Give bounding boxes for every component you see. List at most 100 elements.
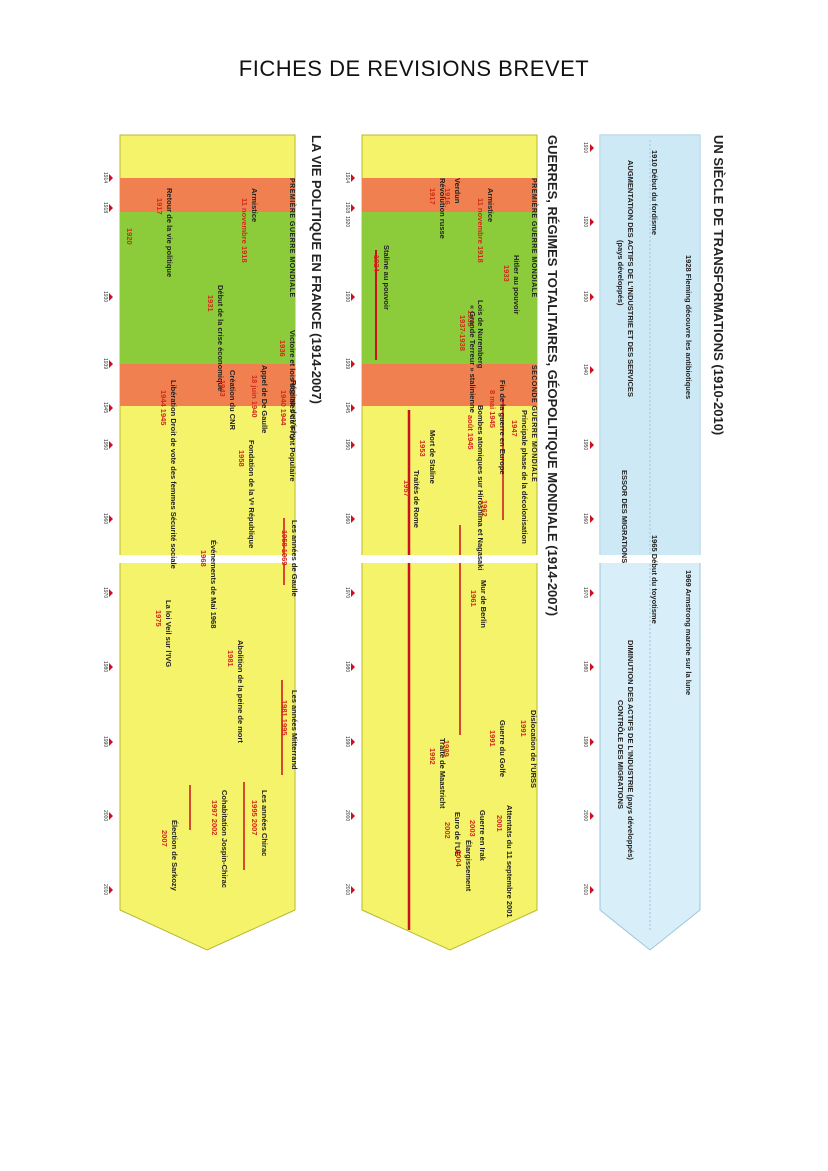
interwar-band-politics [120, 212, 295, 364]
event-label: Début de la crise économique [216, 285, 225, 391]
year-tick: 1980 [582, 661, 588, 672]
event-label: La loi Veil sur l'IVG [164, 600, 173, 667]
event-label: Staline au pouvoir [382, 245, 391, 310]
year-tick: 2010 [582, 884, 588, 895]
event-label: Les années Mitterrand [290, 690, 299, 770]
event-year: 2007 [160, 830, 169, 847]
trend-label: DIMINUTION DES ACTIFS DE L'INDUSTRIE (pa… [626, 640, 635, 860]
timeline-politics [119, 134, 296, 951]
year-tick: 1930 [582, 291, 588, 302]
event-year: 1940 1944 [279, 390, 288, 426]
event-year: 1917 [155, 198, 164, 215]
event-label: 1969 Armstrong marche sur la lune [684, 570, 693, 695]
wwii-band [362, 364, 537, 406]
event-year: 1933 [502, 265, 511, 282]
event-label: Armistice [486, 188, 495, 222]
event-year: 1968 [199, 550, 208, 567]
year-tick: 2010 [344, 884, 350, 895]
timeline-transformations [599, 134, 701, 951]
event-year: 1975 [154, 610, 163, 627]
vichy-band [120, 364, 295, 406]
event-label: Élargissement [464, 840, 473, 892]
event-year: 1953 [418, 440, 427, 457]
event-year: 1924 [372, 255, 381, 273]
event-label: Verdun [453, 178, 462, 204]
event-year: 1936 [278, 340, 287, 357]
year-tick: 1945 [344, 402, 350, 413]
year-tick: 1990 [344, 736, 350, 747]
event-year: août 1945 [466, 415, 475, 450]
event-label: Retour de la vie politique [165, 188, 174, 277]
event-year: 1991 [488, 730, 497, 747]
page-title: FICHES DE REVISIONS BREVET [238, 56, 590, 81]
year-tick: 1970 [344, 587, 350, 598]
event-year: 11 novembre 1918 [240, 198, 249, 263]
event-label: Attentats du 11 septembre 2001 [505, 805, 514, 918]
year-tick: 1918 [344, 202, 350, 213]
event-year: 1962 [480, 500, 489, 517]
event-year: 11 novembre 1918 [476, 198, 485, 263]
year-tick: 1930 [344, 291, 350, 302]
event-year: 2002 [443, 822, 452, 839]
year-tick: 1980 [344, 661, 350, 672]
section-title-politics: LA VIE POLITIQUE EN FRANCE (1914-2007) [309, 135, 324, 404]
year-tick: 1918 [102, 202, 108, 213]
event-year: 2004 [454, 850, 463, 868]
event-label: Victoire et lois sociales du Front Popul… [288, 330, 297, 482]
event-label: Fin de la guerre en Europe [498, 380, 507, 475]
event-year: 1958 [237, 450, 246, 467]
event-label: « Grande Terreur » stalinienne [468, 305, 477, 413]
year-tick: 1970 [582, 587, 588, 598]
event-label: Les années Chirac [260, 790, 269, 856]
year-tick: 1950 [102, 439, 108, 450]
year-tick: 2000 [582, 810, 588, 821]
year-tick: 2010 [102, 884, 108, 895]
event-label: Principale phase de la décolonisation [520, 410, 529, 544]
event-label: Guerre en Irak [478, 810, 487, 862]
year-axes [109, 144, 594, 894]
event-label: Mur de Berlin [479, 580, 488, 628]
section-title-transformations: UN SIÈCLE DE TRANSFORMATIONS (1910-2010) [711, 135, 726, 435]
trend-label: CONTRÔLE DES MIGRATIONS [616, 700, 625, 809]
event-year: 1961 [469, 590, 478, 607]
trend-label: (pays développés) [616, 240, 625, 306]
event-year: 1937-1938 [458, 315, 467, 351]
event-year: 2003 [468, 820, 477, 837]
interwar-band [362, 212, 537, 364]
event-year: 1920 [125, 228, 134, 245]
event-label: Dislocation de l'URSS [529, 710, 538, 788]
timeline-wars [361, 134, 538, 951]
event-year: 18 juin 1940 [250, 375, 259, 418]
event-year: 1995 2007 [250, 800, 259, 835]
event-label: Cohabitation Jospin-Chirac [220, 790, 229, 888]
wwi-band-politics [120, 178, 295, 212]
year-tick: 1990 [582, 736, 588, 747]
event-year: 1957 [402, 480, 411, 497]
event-label: Appel de De Gaulle [260, 365, 269, 433]
event-year: 1931 [206, 295, 215, 312]
event-label: Armistice [250, 188, 259, 222]
year-tick: 1945 [102, 402, 108, 413]
event-label: Les années de Gaulle [290, 520, 299, 597]
event-label: Fondation de la Vᵉ République [247, 440, 256, 548]
year-tick: 1960 [102, 513, 108, 524]
event-label: Création du CNR [228, 370, 237, 431]
event-label: Guerre du Golfe [498, 720, 507, 777]
event-label: Élection de Sarkozy [170, 820, 179, 892]
event-label: 1965 Début du toyotisme [650, 535, 659, 624]
event-year: 1989 [442, 740, 451, 757]
event-label: Mort de Staline [428, 430, 437, 484]
trend-label: ESSOR DES MIGRATIONS [620, 470, 629, 563]
year-tick: 1910 [582, 142, 588, 153]
event-year: 1981 [226, 650, 235, 667]
year-tick: 1914 [102, 172, 108, 183]
event-year: 8 mai 1945 [488, 390, 497, 428]
year-tick: 1990 [102, 736, 108, 747]
year-tick: 1920 [344, 216, 350, 227]
event-label: Lois de Nuremberg [476, 300, 485, 369]
trend-label: AUGMENTATION DES ACTIFS DE L'INDUSTRIE E… [626, 160, 635, 397]
phase-label: PREMIÈRE GUERRE MONDIALE [530, 178, 539, 298]
year-tick: 1930 [102, 291, 108, 302]
event-year: 1997 2002 [210, 800, 219, 835]
event-label: Hitler au pouvoir [512, 255, 521, 315]
